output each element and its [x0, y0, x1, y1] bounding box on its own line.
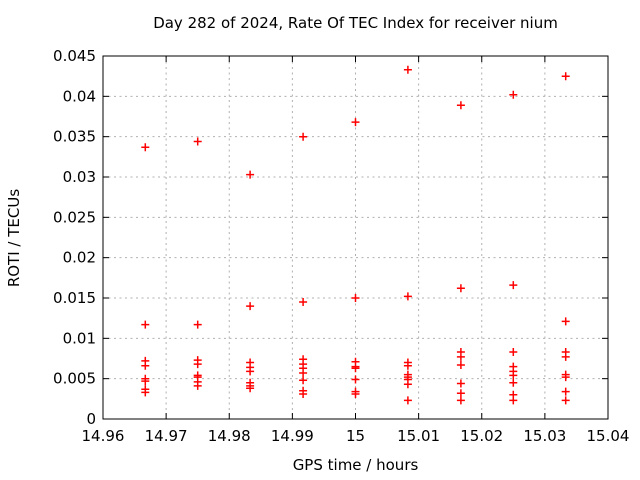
- x-axis-label: GPS time / hours: [292, 456, 419, 474]
- x-tick-label: 15.01: [397, 427, 440, 445]
- x-tick-label: 15.02: [460, 427, 503, 445]
- y-tick-label: 0.045: [53, 47, 96, 65]
- x-tick-label: 15.04: [587, 427, 630, 445]
- y-tick-label: 0.005: [53, 370, 96, 388]
- y-tick-label: 0.035: [53, 128, 96, 146]
- x-tick-label: 15: [346, 427, 365, 445]
- x-tick-label: 14.99: [271, 427, 314, 445]
- y-tick-label: 0.015: [53, 289, 96, 307]
- y-tick-label: 0.02: [63, 249, 96, 267]
- y-tick-label: 0.01: [63, 329, 96, 347]
- y-axis-label: ROTI / TECUs: [5, 188, 23, 288]
- chart-title: Day 282 of 2024, Rate Of TEC Index for r…: [153, 14, 558, 32]
- data-points-plus-markers: [141, 65, 570, 405]
- y-tick-label: 0.025: [53, 208, 96, 226]
- y-tick-label: 0.04: [63, 87, 96, 105]
- y-tick-label: 0: [86, 410, 96, 428]
- x-tick-label: 15.03: [523, 427, 566, 445]
- x-tick-label: 14.97: [145, 427, 188, 445]
- x-tick-label: 14.96: [82, 427, 125, 445]
- y-tick-label: 0.03: [63, 168, 96, 186]
- x-tick-label: 14.98: [208, 427, 251, 445]
